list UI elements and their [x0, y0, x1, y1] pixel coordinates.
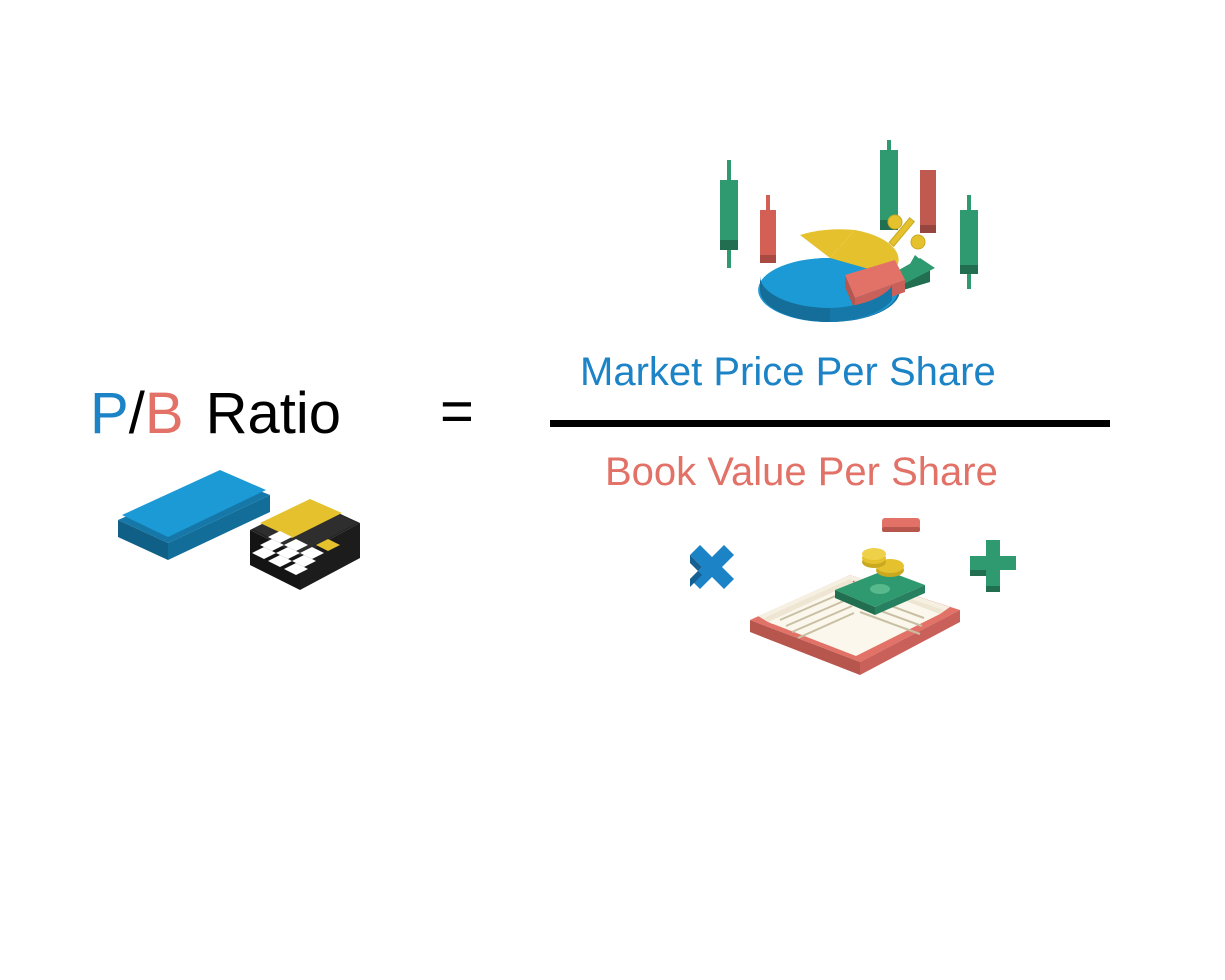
x-icon: [690, 545, 734, 589]
equals-sign: =: [440, 378, 474, 445]
minus-icon: [882, 518, 920, 532]
plus-icon: [970, 540, 1016, 592]
book-icon: [118, 470, 270, 560]
infographic-canvas: P/B Ratio = Market Price Per Share Book …: [0, 0, 1225, 980]
fraction-line: [550, 420, 1110, 427]
letter-b: B: [145, 381, 184, 446]
pie-chart-icon: [758, 229, 935, 322]
letter-p: P: [90, 381, 129, 446]
numerator-label: Market Price Per Share: [580, 350, 996, 395]
coins-icon: [862, 548, 904, 577]
pb-ratio-label: P/B Ratio: [90, 380, 341, 447]
denominator-label: Book Value Per Share: [605, 450, 998, 495]
slash: /: [129, 381, 145, 446]
book-value-icon: [640, 500, 1040, 700]
market-chart-icon: [680, 140, 1000, 340]
ratio-word: Ratio: [184, 381, 342, 446]
percent-icon: [888, 215, 925, 249]
book-calculator-icon: [110, 445, 370, 605]
